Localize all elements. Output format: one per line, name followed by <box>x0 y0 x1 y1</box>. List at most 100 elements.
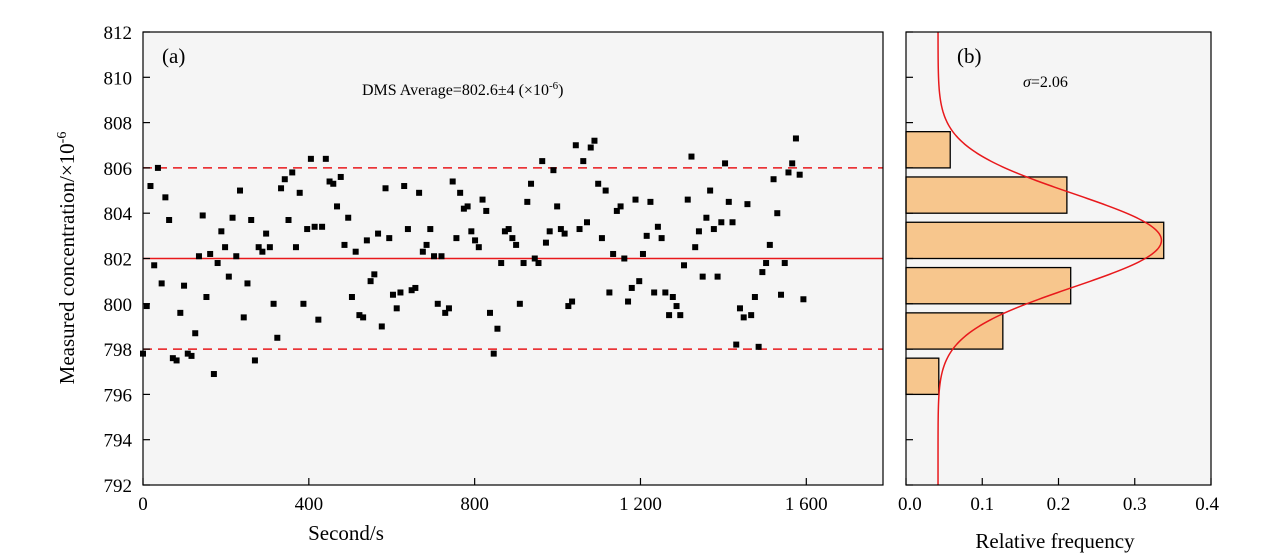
data-point <box>736 305 743 312</box>
data-point <box>677 312 684 319</box>
data-point <box>367 278 374 285</box>
y-tick-label: 800 <box>104 295 133 316</box>
data-point <box>684 196 691 203</box>
data-point <box>210 371 217 378</box>
data-point <box>278 185 285 192</box>
data-point <box>401 183 408 190</box>
data-point <box>639 250 646 257</box>
data-point <box>643 232 650 239</box>
data-point <box>766 241 773 248</box>
data-point <box>550 167 557 174</box>
data-point <box>520 260 527 267</box>
data-point <box>464 203 471 210</box>
data-point <box>300 300 307 307</box>
data-point <box>722 160 729 167</box>
data-point <box>625 298 632 305</box>
x-tick-label: 400 <box>295 494 324 515</box>
data-point <box>237 187 244 194</box>
data-point <box>602 187 609 194</box>
data-point <box>166 216 173 223</box>
data-point <box>475 244 482 251</box>
data-point <box>576 226 583 233</box>
data-point <box>214 260 221 267</box>
data-point <box>147 183 154 190</box>
data-point <box>486 309 493 316</box>
x-tick-label-b: 0.2 <box>1047 494 1071 515</box>
data-point <box>572 142 579 149</box>
histogram-bar <box>905 131 951 169</box>
x-tick-label-b: 0.3 <box>1123 494 1147 515</box>
data-point <box>445 305 452 312</box>
data-point <box>393 305 400 312</box>
data-point <box>751 294 758 301</box>
data-point <box>341 241 348 248</box>
data-point <box>292 244 299 251</box>
data-point <box>490 350 497 357</box>
data-point <box>382 185 389 192</box>
data-point <box>733 341 740 348</box>
data-point <box>289 169 296 176</box>
histogram-bar <box>905 266 1072 305</box>
panel-label-a: (a) <box>162 44 185 68</box>
data-point <box>352 248 359 255</box>
data-point <box>408 287 415 294</box>
data-point <box>270 300 277 307</box>
data-point <box>792 135 799 142</box>
data-point <box>162 194 169 201</box>
data-point <box>613 207 620 214</box>
data-point <box>681 262 688 269</box>
x-tick-label: 1 600 <box>785 494 828 515</box>
histogram-bar <box>905 221 1165 260</box>
data-point <box>263 230 270 237</box>
x-tick-label: 0 <box>138 494 148 515</box>
data-point <box>356 312 363 319</box>
data-point <box>431 253 438 260</box>
y-axis-title: Measured concentration/×10-6 <box>55 132 79 385</box>
y-tick-label: 802 <box>104 250 133 271</box>
panel-a: 792 794 796 798 800 802 804 806 808 810 812 0 400 80… <box>55 23 884 545</box>
data-point <box>714 273 721 280</box>
y-tick-label: 804 <box>104 204 133 225</box>
data-point <box>763 260 770 267</box>
data-point <box>363 237 370 244</box>
data-point <box>322 155 329 162</box>
y-tick-label: 798 <box>104 340 133 361</box>
data-point <box>748 312 755 319</box>
data-point <box>151 262 158 269</box>
data-point <box>505 226 512 233</box>
data-point <box>360 314 367 321</box>
data-point <box>389 291 396 298</box>
data-point <box>796 171 803 178</box>
data-point <box>457 189 464 196</box>
data-point <box>774 210 781 217</box>
data-point <box>207 250 214 257</box>
data-point <box>285 216 292 223</box>
data-point <box>632 196 639 203</box>
data-point <box>662 289 669 296</box>
x-tick-label: 1 200 <box>619 494 662 515</box>
data-point <box>513 241 520 248</box>
data-point <box>565 303 572 310</box>
data-point <box>479 196 486 203</box>
data-point <box>296 189 303 196</box>
data-point <box>423 241 430 248</box>
data-point <box>483 207 490 214</box>
data-point <box>666 312 673 319</box>
data-point <box>225 273 232 280</box>
scatter-points <box>140 135 807 378</box>
data-point <box>542 239 549 246</box>
data-point <box>427 226 434 233</box>
data-point <box>169 355 176 362</box>
data-point <box>438 253 445 260</box>
data-point <box>449 178 456 185</box>
y-tick-label: 808 <box>104 114 133 135</box>
histogram-bar <box>905 176 1068 214</box>
data-point <box>218 228 225 235</box>
data-point <box>703 214 710 221</box>
y-tick-label: 810 <box>104 68 133 89</box>
data-point <box>528 180 535 187</box>
data-point <box>770 176 777 183</box>
data-point <box>669 294 676 301</box>
data-point <box>557 226 564 233</box>
data-point <box>778 291 785 298</box>
